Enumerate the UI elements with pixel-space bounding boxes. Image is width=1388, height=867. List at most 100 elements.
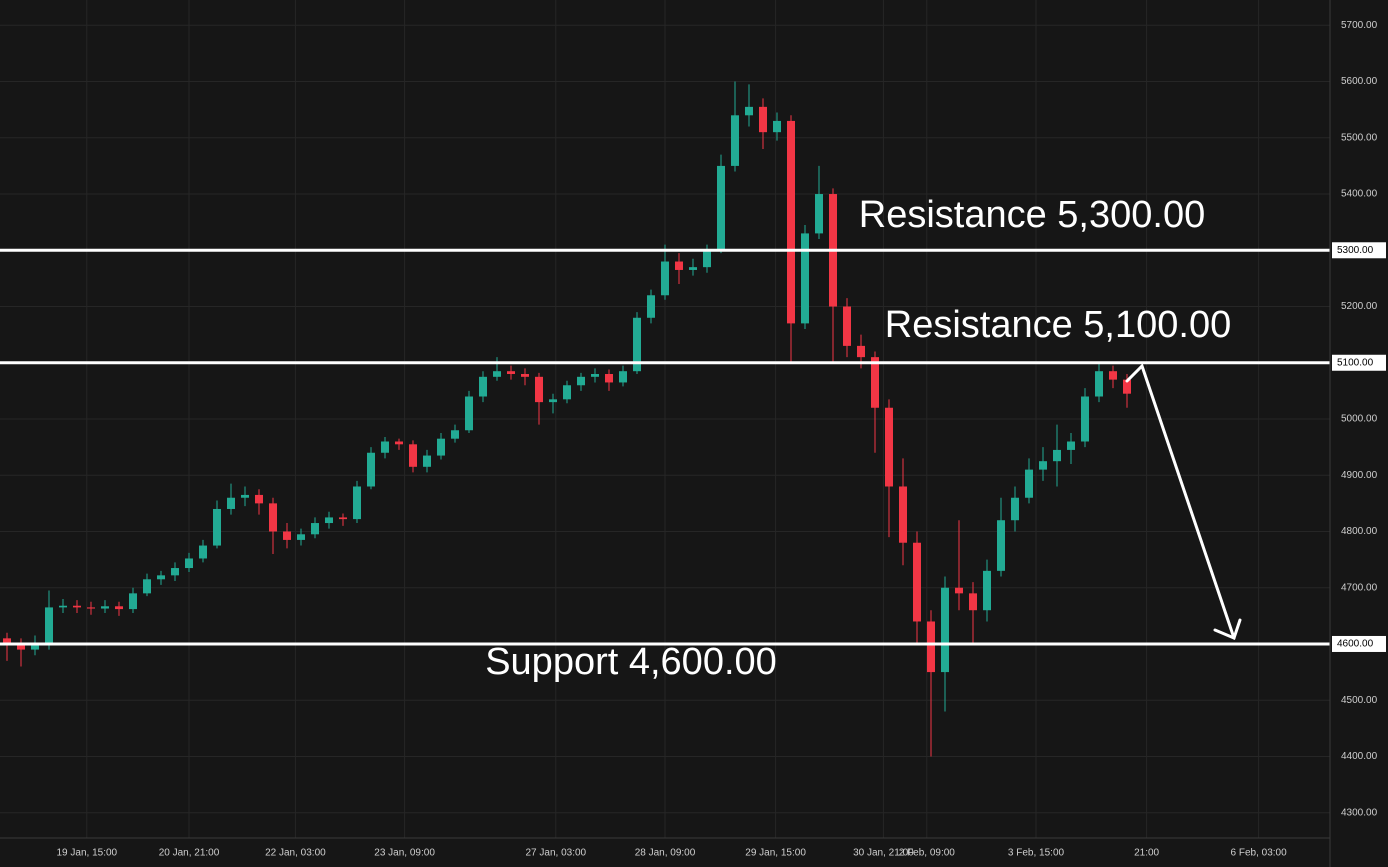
candle-body <box>465 396 473 431</box>
x-tick-label: 29 Jan, 15:00 <box>745 848 806 859</box>
arrow-path <box>1125 363 1236 640</box>
x-tick-label: 28 Jan, 09:00 <box>635 848 696 859</box>
candle-body <box>339 517 347 520</box>
candle-body <box>479 376 487 397</box>
candle-body <box>297 534 305 540</box>
y-tick-label: 4700.00 <box>1341 582 1378 593</box>
level-badge-label: 5300.00 <box>1337 245 1374 256</box>
candle-body <box>507 371 515 375</box>
level-label: Resistance 5,100.00 <box>885 304 1231 346</box>
level-badge <box>1332 635 1386 652</box>
candle-body <box>311 523 319 535</box>
candle-body <box>199 545 207 559</box>
candle-body <box>423 455 431 467</box>
candle-body <box>409 444 417 467</box>
candle-body <box>17 643 25 650</box>
candle-body <box>353 486 361 520</box>
candle-body <box>1095 371 1103 397</box>
level-label: Resistance 5,300.00 <box>859 194 1205 236</box>
candle-body <box>31 643 39 650</box>
candle-body <box>927 621 935 673</box>
x-tick-label: 22 Jan, 03:00 <box>265 848 326 859</box>
y-tick-label: 5400.00 <box>1341 189 1378 200</box>
x-tick-label: 6 Feb, 03:00 <box>1231 848 1288 859</box>
candles <box>3 81 1131 757</box>
candle-body <box>213 508 221 546</box>
y-tick-label: 5200.00 <box>1341 301 1378 312</box>
level-badge <box>1332 242 1386 259</box>
candle-body <box>955 587 963 594</box>
y-tick-label: 5700.00 <box>1341 20 1378 31</box>
x-tick-label: 27 Jan, 03:00 <box>525 848 586 859</box>
candle-body <box>647 295 655 318</box>
x-tick-label: 2 Feb, 09:00 <box>899 848 956 859</box>
candle-body <box>101 606 109 609</box>
candle-body <box>115 606 123 610</box>
candle-body <box>227 497 235 509</box>
candle-body <box>171 568 179 576</box>
candle-body <box>45 607 53 644</box>
candle-body <box>1109 371 1117 380</box>
candle-body <box>3 638 11 644</box>
candle-body <box>535 376 543 403</box>
x-tick-label: 3 Feb, 15:00 <box>1008 848 1065 859</box>
candle-body <box>899 486 907 543</box>
candle-body <box>493 371 501 377</box>
arrow-head <box>1213 618 1242 641</box>
candle-body <box>1053 449 1061 462</box>
candle-body <box>703 250 711 268</box>
x-tick-label: 30 Jan, 21:00 <box>853 848 914 859</box>
x-tick-label: 23 Jan, 09:00 <box>374 848 435 859</box>
candle-body <box>605 374 613 383</box>
candle-body <box>437 438 445 456</box>
candle-body <box>689 267 697 270</box>
candle-body <box>731 115 739 166</box>
candle-body <box>857 345 865 358</box>
candle-body <box>1067 441 1075 450</box>
y-tick-label: 4400.00 <box>1341 751 1378 762</box>
candle-body <box>619 371 627 383</box>
candle-body <box>367 452 375 487</box>
y-tick-label: 4900.00 <box>1341 470 1378 481</box>
candle-body <box>283 531 291 540</box>
candle-body <box>885 407 893 487</box>
candle-body <box>633 317 641 372</box>
candle-body <box>87 607 95 609</box>
x-tick-label: 19 Jan, 15:00 <box>56 848 117 859</box>
candle-body <box>73 605 81 608</box>
forecast-arrow <box>1125 363 1242 641</box>
candle-body <box>269 503 277 532</box>
candle-body <box>1025 469 1033 498</box>
y-tick-label: 4500.00 <box>1341 695 1378 706</box>
candle-body <box>185 558 193 569</box>
candle-body <box>661 261 669 296</box>
candle-body <box>913 542 921 622</box>
level-badge <box>1332 354 1386 371</box>
candle-body <box>843 306 851 346</box>
candle-body <box>871 357 879 408</box>
candle-body <box>801 233 809 324</box>
candle-body <box>997 520 1005 571</box>
candle-body <box>675 261 683 270</box>
y-tick-label: 4300.00 <box>1341 807 1378 818</box>
candle-body <box>563 385 571 400</box>
y-tick-label: 4800.00 <box>1341 526 1378 537</box>
candle-body <box>941 587 949 673</box>
candle-body <box>773 120 781 133</box>
x-tick-label: 20 Jan, 21:00 <box>159 848 220 859</box>
candle-body <box>59 605 67 608</box>
candle-body <box>969 593 977 611</box>
candle-body <box>381 441 389 453</box>
candle-body <box>521 374 529 377</box>
candle-body <box>577 376 585 386</box>
candle-body <box>1123 379 1131 394</box>
candle-body <box>717 165 725 251</box>
level-badge-label: 4600.00 <box>1337 639 1374 650</box>
y-tick-label: 5000.00 <box>1341 414 1378 425</box>
level-badge-label: 5100.00 <box>1337 357 1374 368</box>
candle-body <box>787 120 795 324</box>
candle-body <box>745 106 753 116</box>
